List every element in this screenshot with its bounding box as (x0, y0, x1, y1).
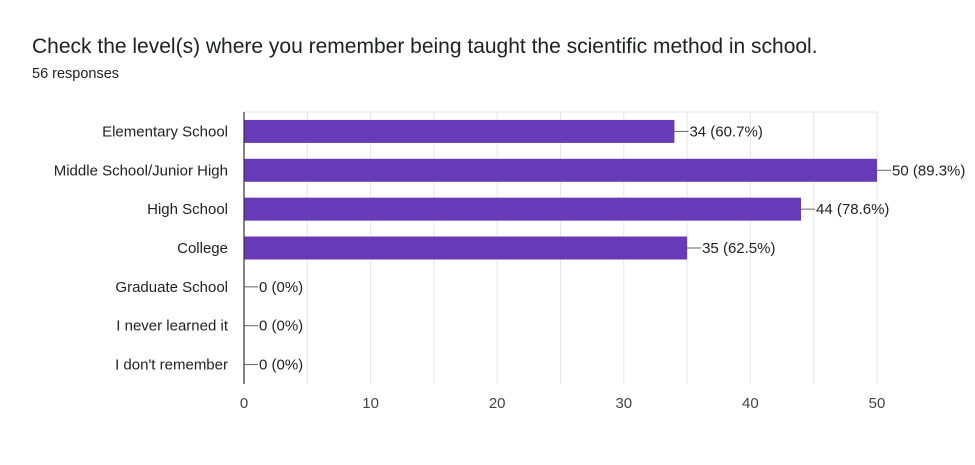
value-label: 44 (78.6%) (816, 201, 889, 218)
response-count: 56 responses (32, 66, 120, 82)
x-tick-label: 0 (240, 395, 248, 412)
value-label: 34 (60.7%) (689, 123, 762, 140)
category-label: I don't remember (115, 357, 228, 374)
x-tick-label: 10 (362, 395, 379, 412)
bar (244, 119, 675, 143)
value-label: 35 (62.5%) (702, 240, 775, 257)
x-tick-label: 40 (742, 395, 759, 412)
x-tick-label: 20 (489, 395, 506, 412)
bar (244, 236, 688, 260)
chart-title: Check the level(s) where you remember be… (32, 35, 818, 58)
x-tick-label: 50 (869, 395, 886, 412)
bar (244, 197, 802, 221)
bar (244, 158, 877, 182)
category-label: Elementary School (102, 123, 228, 140)
value-label: 0 (0%) (259, 357, 303, 374)
category-label: College (177, 240, 228, 257)
category-label: Middle School/Junior High (54, 162, 228, 179)
category-label: Graduate School (115, 279, 228, 296)
category-label: I never learned it (116, 318, 229, 335)
category-label: High School (147, 201, 228, 218)
value-label: 50 (89.3%) (892, 162, 965, 179)
x-tick-label: 30 (615, 395, 632, 412)
value-label: 0 (0%) (259, 318, 303, 335)
value-label: 0 (0%) (259, 279, 303, 296)
